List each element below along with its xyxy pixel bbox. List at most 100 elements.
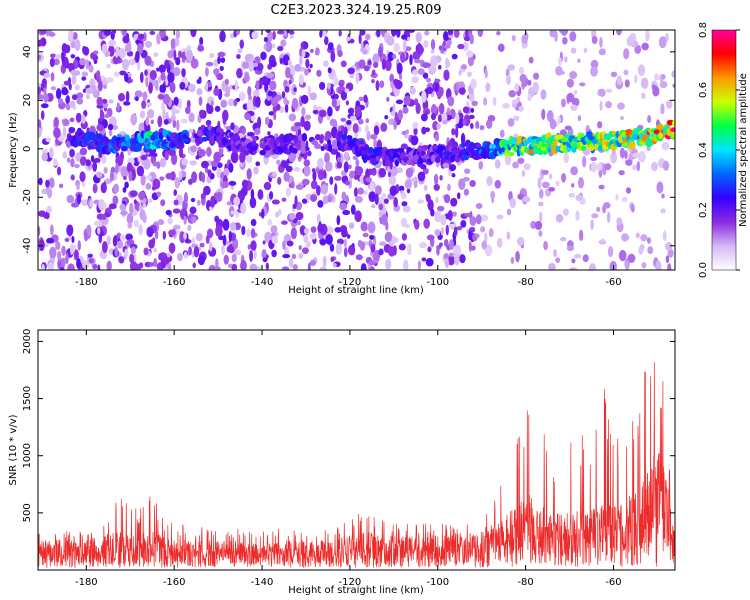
noise-cell — [484, 69, 488, 79]
noise-cell — [215, 191, 223, 203]
noise-cell — [228, 162, 234, 173]
noise-cell — [152, 161, 159, 167]
noise-cell — [111, 30, 117, 35]
noise-cell — [658, 36, 667, 49]
noise-cell — [370, 133, 378, 140]
noise-cell — [468, 230, 473, 241]
noise-cell — [347, 107, 355, 115]
noise-cell — [279, 106, 285, 114]
noise-cell — [384, 115, 389, 120]
noise-cell — [125, 90, 130, 103]
noise-cell — [249, 263, 258, 270]
noise-cell — [248, 94, 252, 101]
noise-cell — [116, 102, 120, 111]
noise-cell — [267, 218, 273, 227]
noise-cell — [57, 258, 62, 270]
noise-cell — [517, 193, 524, 200]
noise-cell — [62, 119, 70, 127]
noise-cell — [167, 50, 174, 59]
noise-cell — [423, 40, 429, 48]
noise-cell — [647, 115, 652, 124]
noise-cell — [205, 119, 212, 127]
noise-cell — [469, 33, 474, 45]
noise-cell — [201, 160, 209, 169]
noise-cell — [199, 36, 204, 46]
noise-cell — [386, 35, 395, 46]
noise-cell — [530, 220, 537, 229]
noise-cell — [219, 65, 224, 72]
noise-cell — [153, 247, 158, 253]
noise-cell — [432, 83, 436, 91]
noise-cell — [74, 163, 80, 169]
noise-cell — [527, 94, 532, 102]
noise-cell — [518, 66, 525, 75]
noise-cell — [345, 36, 351, 41]
noise-cell — [198, 109, 205, 117]
noise-cell — [178, 170, 183, 181]
noise-cell — [387, 51, 394, 62]
noise-cell — [81, 76, 87, 81]
noise-cell — [511, 34, 516, 42]
noise-cell — [219, 30, 226, 43]
noise-cell — [447, 183, 451, 192]
snr-line-series — [37, 362, 676, 568]
noise-cell — [339, 202, 348, 211]
noise-cell — [295, 184, 304, 190]
noise-cell — [205, 234, 210, 245]
noise-cell — [538, 230, 543, 237]
noise-cell — [404, 179, 413, 190]
noise-cell — [127, 59, 136, 66]
noise-cell — [342, 209, 351, 216]
noise-cell — [538, 188, 544, 199]
noise-cell — [124, 72, 129, 83]
noise-cell — [378, 203, 384, 211]
noise-cell — [240, 186, 248, 197]
noise-cell — [389, 73, 395, 84]
noise-cell — [313, 104, 317, 111]
noise-cell — [129, 261, 138, 270]
noise-cell — [275, 211, 280, 218]
noise-cell — [470, 107, 475, 113]
noise-cell — [198, 96, 203, 106]
noise-cell — [101, 241, 108, 253]
noise-cell — [374, 193, 379, 205]
spectrogram-y-label: Frequency (Hz) — [8, 112, 19, 188]
noise-cell — [337, 156, 341, 163]
noise-cell — [651, 161, 658, 172]
noise-cell — [139, 110, 146, 119]
noise-cell — [325, 226, 334, 235]
noise-cell — [564, 125, 572, 131]
noise-cell — [273, 112, 277, 121]
noise-cell — [397, 109, 403, 121]
noise-cell — [564, 56, 568, 63]
noise-cell — [294, 122, 303, 127]
noise-cell — [162, 108, 166, 121]
noise-cell — [298, 252, 304, 260]
noise-cell — [76, 182, 80, 191]
noise-cell — [549, 118, 557, 130]
noise-cell — [442, 119, 448, 125]
noise-cell — [322, 195, 329, 205]
noise-cell — [101, 43, 108, 54]
noise-cell — [359, 241, 366, 251]
noise-cell — [462, 118, 467, 126]
noise-cell — [460, 220, 467, 228]
spectrogram-y-tick-label: -20 — [22, 189, 33, 205]
noise-cell — [522, 196, 531, 203]
noise-cell — [401, 233, 408, 241]
noise-cell — [570, 104, 578, 111]
noise-cell — [163, 118, 169, 125]
noise-cell — [159, 157, 167, 168]
noise-cell — [483, 97, 488, 106]
noise-cell — [234, 79, 238, 92]
colorbar-tick-label: 0.6 — [698, 82, 709, 98]
snr-y-tick-label: 500 — [22, 503, 33, 522]
noise-cell — [332, 263, 337, 268]
noise-cell — [59, 183, 64, 189]
noise-cell — [261, 249, 267, 260]
noise-cell — [175, 30, 181, 40]
noise-cell — [440, 226, 444, 236]
noise-cell — [157, 219, 165, 226]
noise-cell — [239, 39, 245, 49]
